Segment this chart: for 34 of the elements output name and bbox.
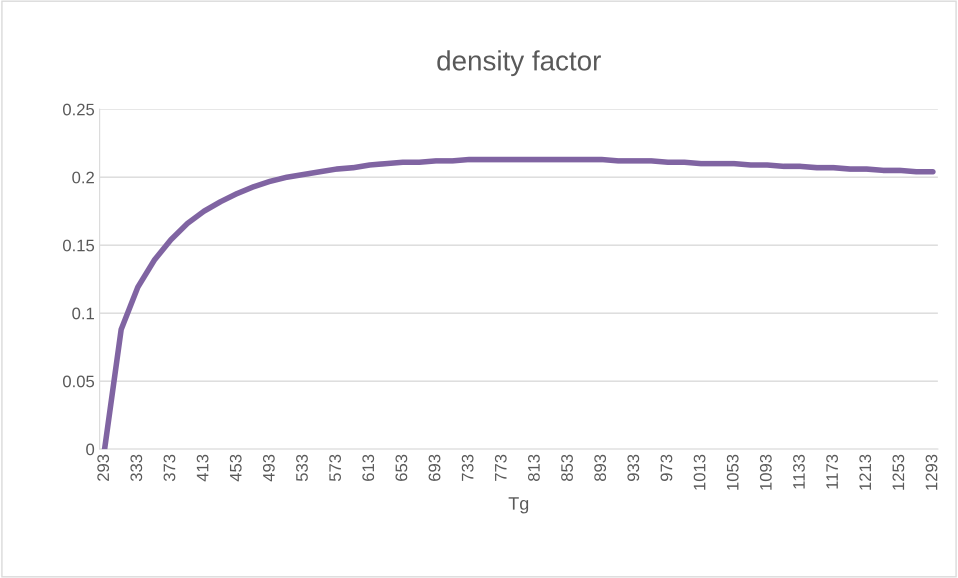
x-tick-label: 813 bbox=[528, 454, 540, 482]
x-tick-label: 1213 bbox=[859, 454, 872, 490]
x-tick-label: 453 bbox=[230, 454, 242, 482]
x-tick-label: 933 bbox=[627, 454, 640, 481]
x-tick-label: 293 bbox=[97, 454, 110, 481]
x-tick-label: 973 bbox=[660, 454, 672, 481]
x-tick-label: 413 bbox=[196, 454, 208, 482]
x-axis-title: Tg bbox=[508, 497, 528, 514]
x-tick-label: 493 bbox=[262, 454, 275, 482]
x-tick-label: 613 bbox=[362, 454, 374, 481]
x-tick-label: 373 bbox=[164, 454, 176, 482]
y-tick-label: 0.2 bbox=[72, 172, 94, 184]
x-tick-label: 333 bbox=[130, 454, 142, 482]
x-tick-label: 853 bbox=[561, 454, 573, 482]
x-tick-label: 1133 bbox=[793, 454, 805, 489]
x-tick-label: 1293 bbox=[926, 454, 938, 490]
x-tick-label: 1173 bbox=[826, 454, 838, 489]
x-tick-label: 893 bbox=[594, 454, 606, 482]
x-tick-label: 693 bbox=[428, 454, 440, 481]
x-tick-label: 573 bbox=[329, 454, 342, 482]
x-tick-label: 1253 bbox=[892, 454, 904, 490]
x-tick-label: 653 bbox=[395, 454, 408, 481]
x-tick-label: 733 bbox=[462, 454, 474, 481]
y-tick-label: 0 bbox=[86, 444, 94, 456]
y-tick-label: 0.15 bbox=[62, 240, 94, 252]
x-tick-label: 1013 bbox=[694, 454, 706, 490]
x-tick-label: 1093 bbox=[760, 454, 772, 490]
x-tick-label: 533 bbox=[296, 454, 308, 482]
y-tick-label: 0.1 bbox=[72, 308, 94, 320]
y-tick-label: 0.05 bbox=[62, 376, 94, 388]
x-tick-label: 1053 bbox=[726, 454, 739, 490]
x-tick-label: 773 bbox=[494, 454, 507, 481]
chart-title: density factor bbox=[437, 50, 601, 76]
y-tick-label: 0.25 bbox=[62, 104, 94, 116]
